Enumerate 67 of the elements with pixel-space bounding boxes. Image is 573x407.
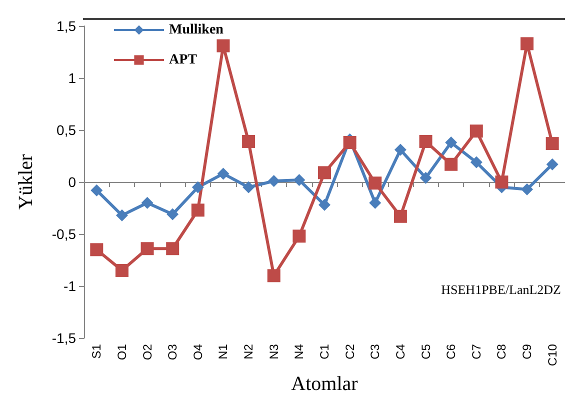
point bbox=[369, 196, 382, 209]
point bbox=[268, 175, 280, 188]
point bbox=[166, 208, 179, 220]
point bbox=[191, 204, 204, 217]
x-tick-label: O2 bbox=[140, 344, 154, 360]
point bbox=[420, 172, 432, 184]
point bbox=[520, 37, 534, 50]
legend-label: APT bbox=[169, 52, 198, 68]
x-tick-label: C4 bbox=[393, 344, 408, 360]
point bbox=[242, 181, 255, 194]
point bbox=[470, 156, 482, 168]
y-tick-label: -1 bbox=[64, 278, 76, 294]
point bbox=[343, 136, 356, 150]
x-tick-label: C2 bbox=[342, 344, 357, 360]
point bbox=[394, 144, 406, 156]
y-tick-label: 0,5 bbox=[56, 122, 76, 138]
y-axis-title: Yükler bbox=[15, 154, 37, 210]
point bbox=[116, 209, 128, 222]
point bbox=[140, 242, 154, 256]
y-tick-label: 1,5 bbox=[56, 18, 76, 34]
x-tick-label: N3 bbox=[266, 344, 281, 360]
x-tick-label: N4 bbox=[292, 344, 306, 360]
point bbox=[216, 39, 230, 52]
x-tick-label: C3 bbox=[368, 344, 382, 360]
x-tick-label: N1 bbox=[216, 344, 230, 360]
x-tick-label: O3 bbox=[166, 344, 180, 360]
x-tick-label: S1 bbox=[90, 344, 104, 359]
point bbox=[419, 134, 432, 148]
legend-label: Mulliken bbox=[169, 22, 224, 38]
point bbox=[470, 124, 483, 138]
y-tick-label: -1,5 bbox=[52, 330, 76, 346]
point bbox=[90, 184, 103, 196]
point bbox=[141, 196, 154, 209]
point bbox=[394, 210, 407, 223]
point bbox=[546, 137, 559, 150]
point bbox=[368, 176, 382, 190]
x-axis-title: Atomlar bbox=[291, 373, 358, 395]
x-tick-label: C6 bbox=[444, 344, 458, 360]
point bbox=[318, 166, 331, 180]
point bbox=[217, 168, 230, 180]
point bbox=[166, 242, 180, 256]
y-tick-label: 1 bbox=[68, 70, 76, 86]
y-tick-label: -0,5 bbox=[52, 226, 76, 242]
point bbox=[90, 243, 104, 256]
x-tick-label: O4 bbox=[190, 344, 205, 360]
x-tick-label: N2 bbox=[242, 344, 256, 360]
point bbox=[444, 158, 458, 171]
point bbox=[293, 174, 306, 186]
point bbox=[115, 264, 128, 277]
y-tick-label: 0 bbox=[68, 174, 76, 190]
point bbox=[192, 181, 204, 194]
point bbox=[292, 230, 306, 243]
x-tick-label: C5 bbox=[418, 344, 433, 360]
point bbox=[521, 183, 534, 196]
annotation: HSEH1PBE/LanL2DZ bbox=[441, 282, 562, 297]
point bbox=[267, 269, 280, 282]
point bbox=[546, 158, 558, 170]
point bbox=[318, 198, 330, 211]
point bbox=[445, 136, 458, 149]
x-tick-label: C10 bbox=[545, 344, 560, 366]
x-tick-label: C9 bbox=[520, 344, 534, 360]
x-tick-label: C1 bbox=[318, 344, 332, 360]
x-tick-label: C8 bbox=[494, 344, 509, 360]
point bbox=[242, 134, 256, 148]
x-tick-label: C7 bbox=[469, 344, 484, 360]
point bbox=[495, 176, 508, 189]
x-tick-label: O1 bbox=[114, 344, 129, 360]
